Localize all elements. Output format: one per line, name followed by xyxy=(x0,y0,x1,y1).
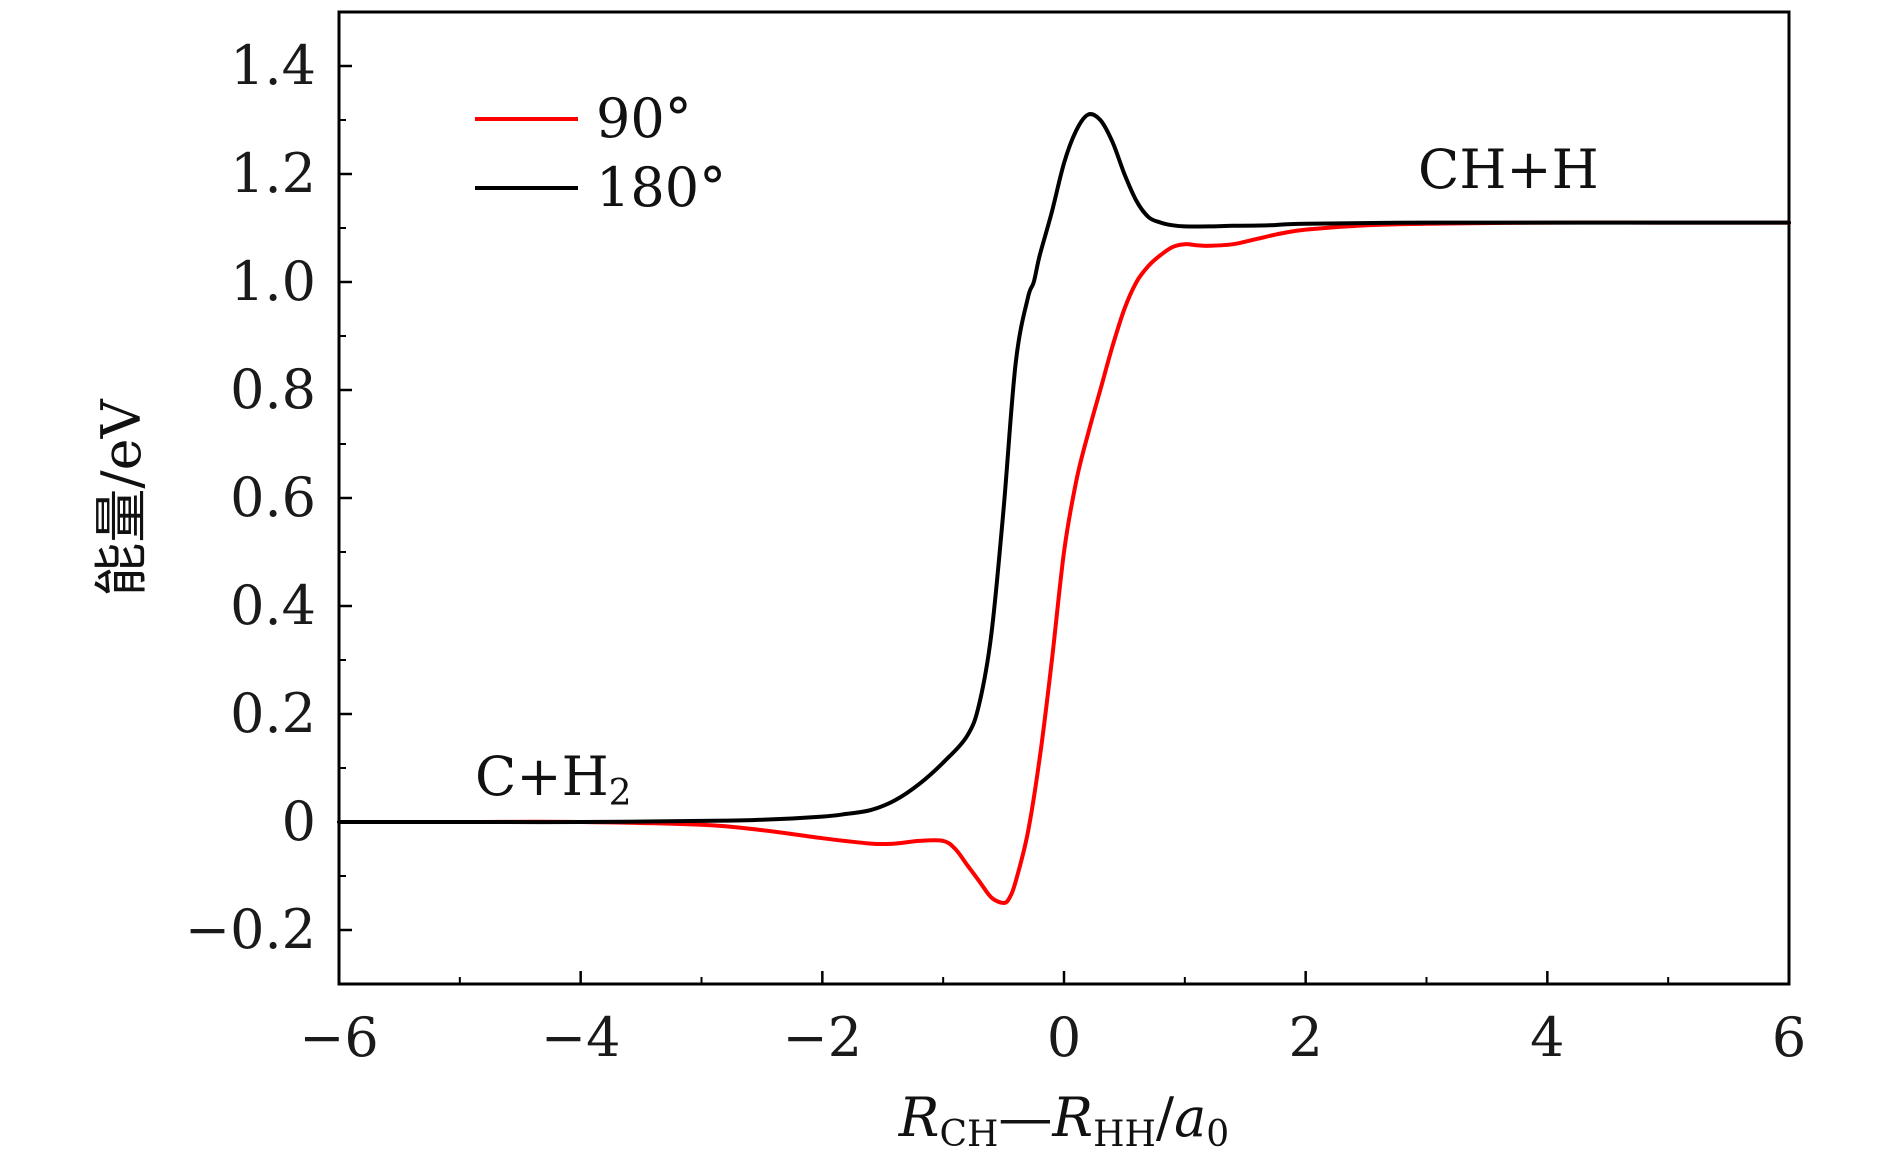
annotation-reactants-sub: 2 xyxy=(609,773,632,814)
y-tick-label: 0.2 xyxy=(230,682,316,745)
legend: 90° 180° xyxy=(475,87,726,219)
y-tick-labels: −0.2 0 0.2 0.4 0.6 0.8 1.0 1.2 1.4 xyxy=(185,34,316,961)
x-tick-label: 0 xyxy=(1047,1006,1081,1069)
y-axis-title: 能量/eV xyxy=(90,398,153,596)
y-tick-label: 0.4 xyxy=(230,574,316,637)
annotation-reactants: C+H2 xyxy=(475,745,632,814)
y-tick-label: 1.4 xyxy=(230,34,316,97)
x-tick-label: 2 xyxy=(1288,1006,1322,1069)
legend-label-90: 90° xyxy=(596,87,692,150)
y-tick-label: 0 xyxy=(282,790,316,853)
x-tick-label: −6 xyxy=(299,1006,379,1069)
y-tick-label: 0.8 xyxy=(230,358,316,421)
series-line-1 xyxy=(337,112,1791,825)
x-tick-label: 6 xyxy=(1772,1006,1806,1069)
x-tick-labels: −6 −4 −2 0 2 4 6 xyxy=(299,1006,1806,1069)
y-tick-label: 0.6 xyxy=(230,466,316,529)
x-tick-label: 4 xyxy=(1530,1006,1564,1069)
annotation-reactants-text: C+H xyxy=(475,745,609,808)
axis-ticks xyxy=(337,11,1791,985)
y-tick-label: 1.2 xyxy=(230,142,316,205)
series-lines xyxy=(337,112,1791,905)
series-line-0 xyxy=(337,220,1791,905)
y-tick-label: 1.0 xyxy=(230,250,316,313)
legend-label-180: 180° xyxy=(596,156,726,219)
x-tick-label: −2 xyxy=(783,1006,863,1069)
annotation-products: CH+H xyxy=(1418,138,1599,201)
y-tick-label: −0.2 xyxy=(185,898,316,961)
x-axis-title: RCH—RHH/a0 xyxy=(898,1086,1229,1155)
x-tick-label: −4 xyxy=(541,1006,621,1069)
